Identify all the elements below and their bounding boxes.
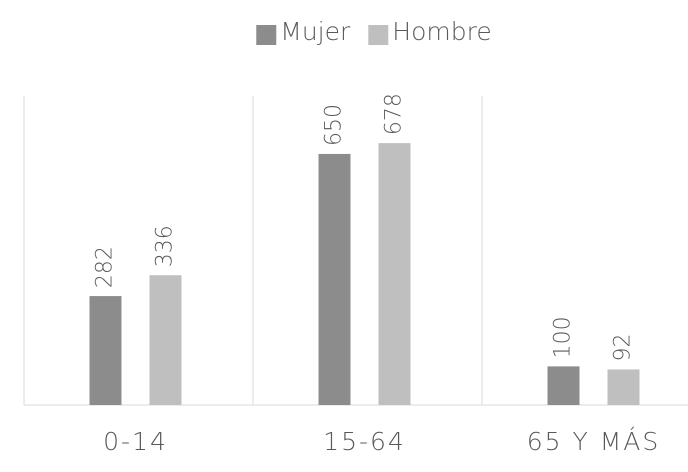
legend-label: Hombre <box>392 17 491 46</box>
legend-swatch <box>368 25 389 45</box>
data-label: 336 <box>153 225 178 267</box>
bar <box>318 153 351 405</box>
legend-swatch <box>256 25 277 45</box>
x-tick-label: 15-64 <box>323 427 406 456</box>
bar <box>607 369 640 405</box>
x-tick-label: 0-14 <box>103 427 168 456</box>
data-label: 100 <box>551 316 576 358</box>
data-label: 650 <box>322 104 347 146</box>
bar <box>149 275 182 405</box>
bar <box>378 143 411 405</box>
x-tick-label: 65 Y MÁS <box>527 427 661 456</box>
bar <box>89 296 122 405</box>
data-label: 678 <box>382 93 407 135</box>
data-label: 282 <box>93 246 118 288</box>
legend-label: Mujer <box>280 17 351 46</box>
data-label: 92 <box>611 333 636 361</box>
bar <box>547 366 580 405</box>
